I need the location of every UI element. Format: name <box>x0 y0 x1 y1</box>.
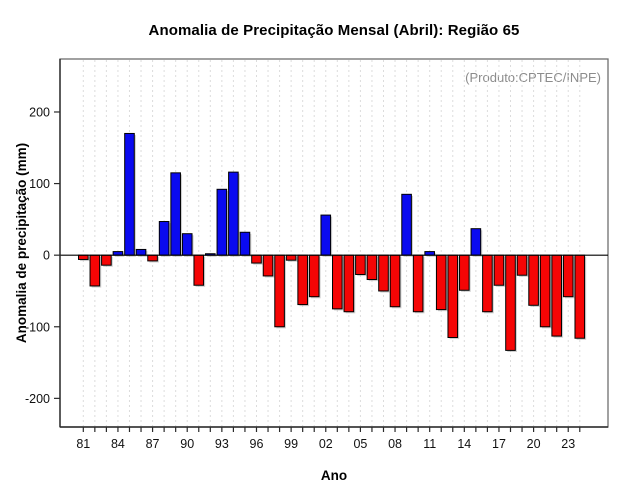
bar-2015 <box>470 228 482 256</box>
bar-2021 <box>539 254 551 328</box>
bar-1997 <box>262 254 274 277</box>
x-tick-label-2020: 20 <box>527 437 541 451</box>
x-tick-label-2011: 11 <box>423 437 436 451</box>
bar-1999 <box>285 254 297 261</box>
x-tick-label-2017: 17 <box>492 437 506 451</box>
bar-1995 <box>239 231 251 256</box>
bar-2012 <box>435 254 447 311</box>
x-tick-label-1999: 99 <box>284 437 298 451</box>
y-tick-label--100: -100 <box>25 320 50 334</box>
x-axis-label: Ano <box>320 468 348 483</box>
bar-2009 <box>401 193 412 256</box>
x-tick-label-2005: 05 <box>353 437 367 451</box>
bar-2020 <box>528 254 539 306</box>
bar-2023 <box>562 254 574 298</box>
bar-1987 <box>147 254 158 262</box>
bar-1990 <box>181 233 193 256</box>
x-tick-label-2008: 08 <box>388 437 402 451</box>
x-tick-label-1990: 90 <box>180 437 194 451</box>
bar-1988 <box>158 221 170 256</box>
bar-1996 <box>251 254 262 264</box>
bar-1983 <box>101 254 112 266</box>
bar-1982 <box>89 254 101 287</box>
chart-title: Anomalia de Precipitação Mensal (Abril):… <box>148 22 520 39</box>
y-tick-label--200: -200 <box>25 392 50 406</box>
bar-2006 <box>366 254 378 281</box>
y-tick-label-200: 200 <box>29 105 50 119</box>
bar-1985 <box>124 132 135 256</box>
plot-frame <box>59 58 609 428</box>
bar-2003 <box>332 254 343 310</box>
x-tick-label-1984: 84 <box>111 437 125 451</box>
x-tick-label-1993: 93 <box>215 437 229 451</box>
bar-2018 <box>505 254 516 351</box>
x-tick-label-1987: 87 <box>146 437 160 451</box>
bar-2001 <box>308 254 320 298</box>
bar-2016 <box>482 254 493 313</box>
bar-1986 <box>135 248 147 256</box>
bar-2002 <box>320 214 332 256</box>
x-tick-label-2014: 14 <box>457 437 471 451</box>
bar-2017 <box>493 254 505 286</box>
bar-2022 <box>551 254 562 337</box>
bar-2024 <box>574 254 586 339</box>
bar-1998 <box>274 254 285 328</box>
bar-2013 <box>447 254 459 339</box>
x-tick-label-1981: 81 <box>76 437 90 451</box>
bar-2019 <box>516 254 528 276</box>
bar-shadow-1992 <box>207 255 217 257</box>
bar-2000 <box>297 254 308 306</box>
bar-1993 <box>216 188 228 256</box>
y-tick-label-100: 100 <box>29 177 50 191</box>
bar-2004 <box>343 254 355 313</box>
bar-2005 <box>355 254 366 276</box>
bar-1989 <box>170 172 181 256</box>
bar-2010 <box>412 254 424 313</box>
x-tick-label-2002: 02 <box>319 437 333 451</box>
bar-2014 <box>459 254 470 291</box>
bar-2007 <box>378 254 389 292</box>
bar-1981 <box>78 254 89 260</box>
bar-1994 <box>228 171 239 256</box>
x-tick-label-1996: 96 <box>250 437 264 451</box>
y-tick-label-0: 0 <box>43 249 50 263</box>
bar-2008 <box>389 254 401 308</box>
x-tick-label-2023: 23 <box>561 437 575 451</box>
bar-1991 <box>193 254 205 286</box>
